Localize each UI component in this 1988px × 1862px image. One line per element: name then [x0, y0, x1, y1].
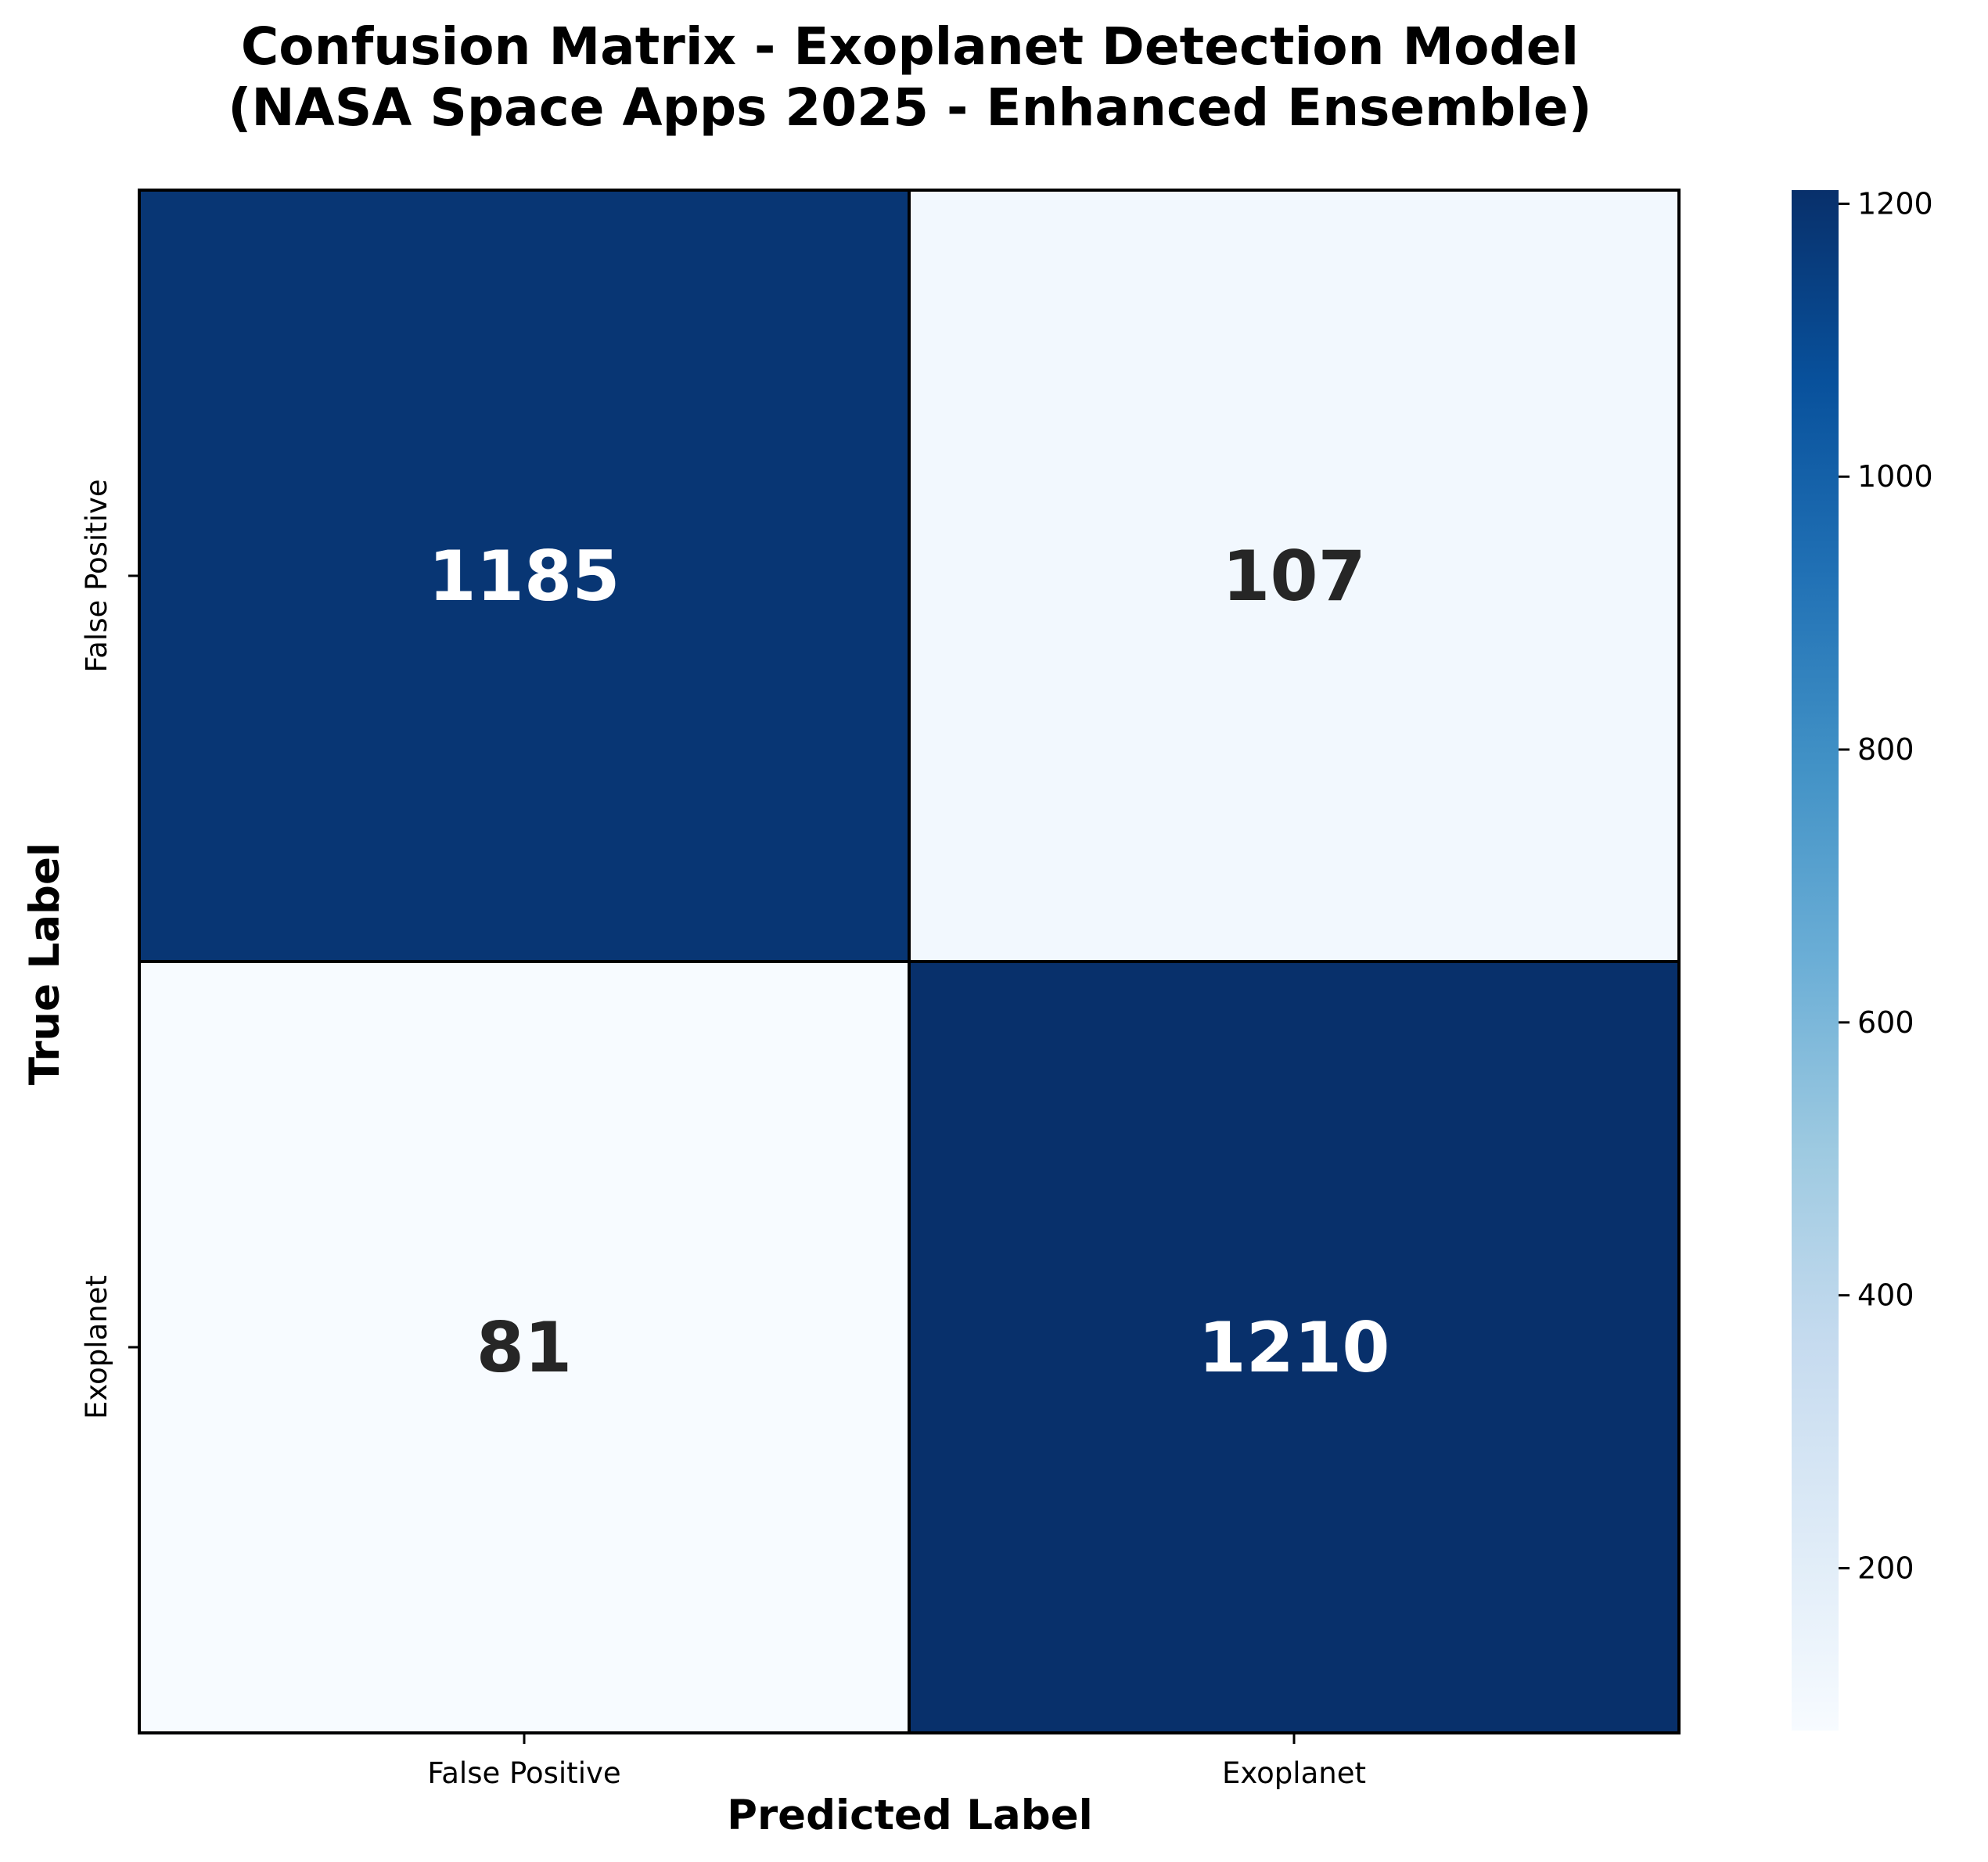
- x-axis-ticks: False Positive Exoplanet: [427, 1733, 1366, 1790]
- cell-value-label: 1185: [429, 536, 620, 616]
- cell-value-label: 107: [1222, 536, 1366, 616]
- colorbar-gradient: [1792, 190, 1839, 1731]
- cell-value-label: 1210: [1199, 1307, 1390, 1388]
- x-axis-label: Predicted Label: [727, 1792, 1093, 1839]
- y-axis-ticks: False Positive Exoplanet: [80, 479, 139, 1419]
- x-tick-label: False Positive: [427, 1756, 620, 1790]
- colorbar-tick-label: 400: [1857, 1278, 1914, 1313]
- cell-value-label: 81: [476, 1307, 572, 1388]
- colorbar: 200 400 600 800 1000 1200: [1792, 186, 1933, 1731]
- heatmap-cell: [138, 960, 911, 1734]
- heatmap-cell: [138, 189, 911, 963]
- heatmap-frame: [138, 189, 1681, 1734]
- colorbar-tick-label: 600: [1857, 1005, 1914, 1040]
- heatmap-cell-labels: 1185 107 81 1210: [429, 536, 1390, 1388]
- chart-title-line1: Confusion Matrix - Exoplanet Detection M…: [241, 16, 1579, 77]
- x-tick-label: Exoplanet: [1222, 1756, 1366, 1790]
- heatmap-cells: [138, 189, 1681, 1734]
- y-tick-label: Exoplanet: [80, 1275, 113, 1419]
- heatmap-cell: [908, 189, 1681, 963]
- y-axis-label: True Label: [21, 843, 69, 1085]
- colorbar-tick-label: 200: [1857, 1551, 1914, 1585]
- y-tick-label: False Positive: [80, 479, 113, 672]
- heatmap-cell: [908, 960, 1681, 1734]
- chart-title-line2: (NASA Space Apps 2025 - Enhanced Ensembl…: [228, 77, 1592, 138]
- colorbar-tick-label: 1200: [1857, 186, 1933, 221]
- colorbar-tick-label: 800: [1857, 732, 1914, 767]
- colorbar-tick-label: 1000: [1857, 459, 1933, 494]
